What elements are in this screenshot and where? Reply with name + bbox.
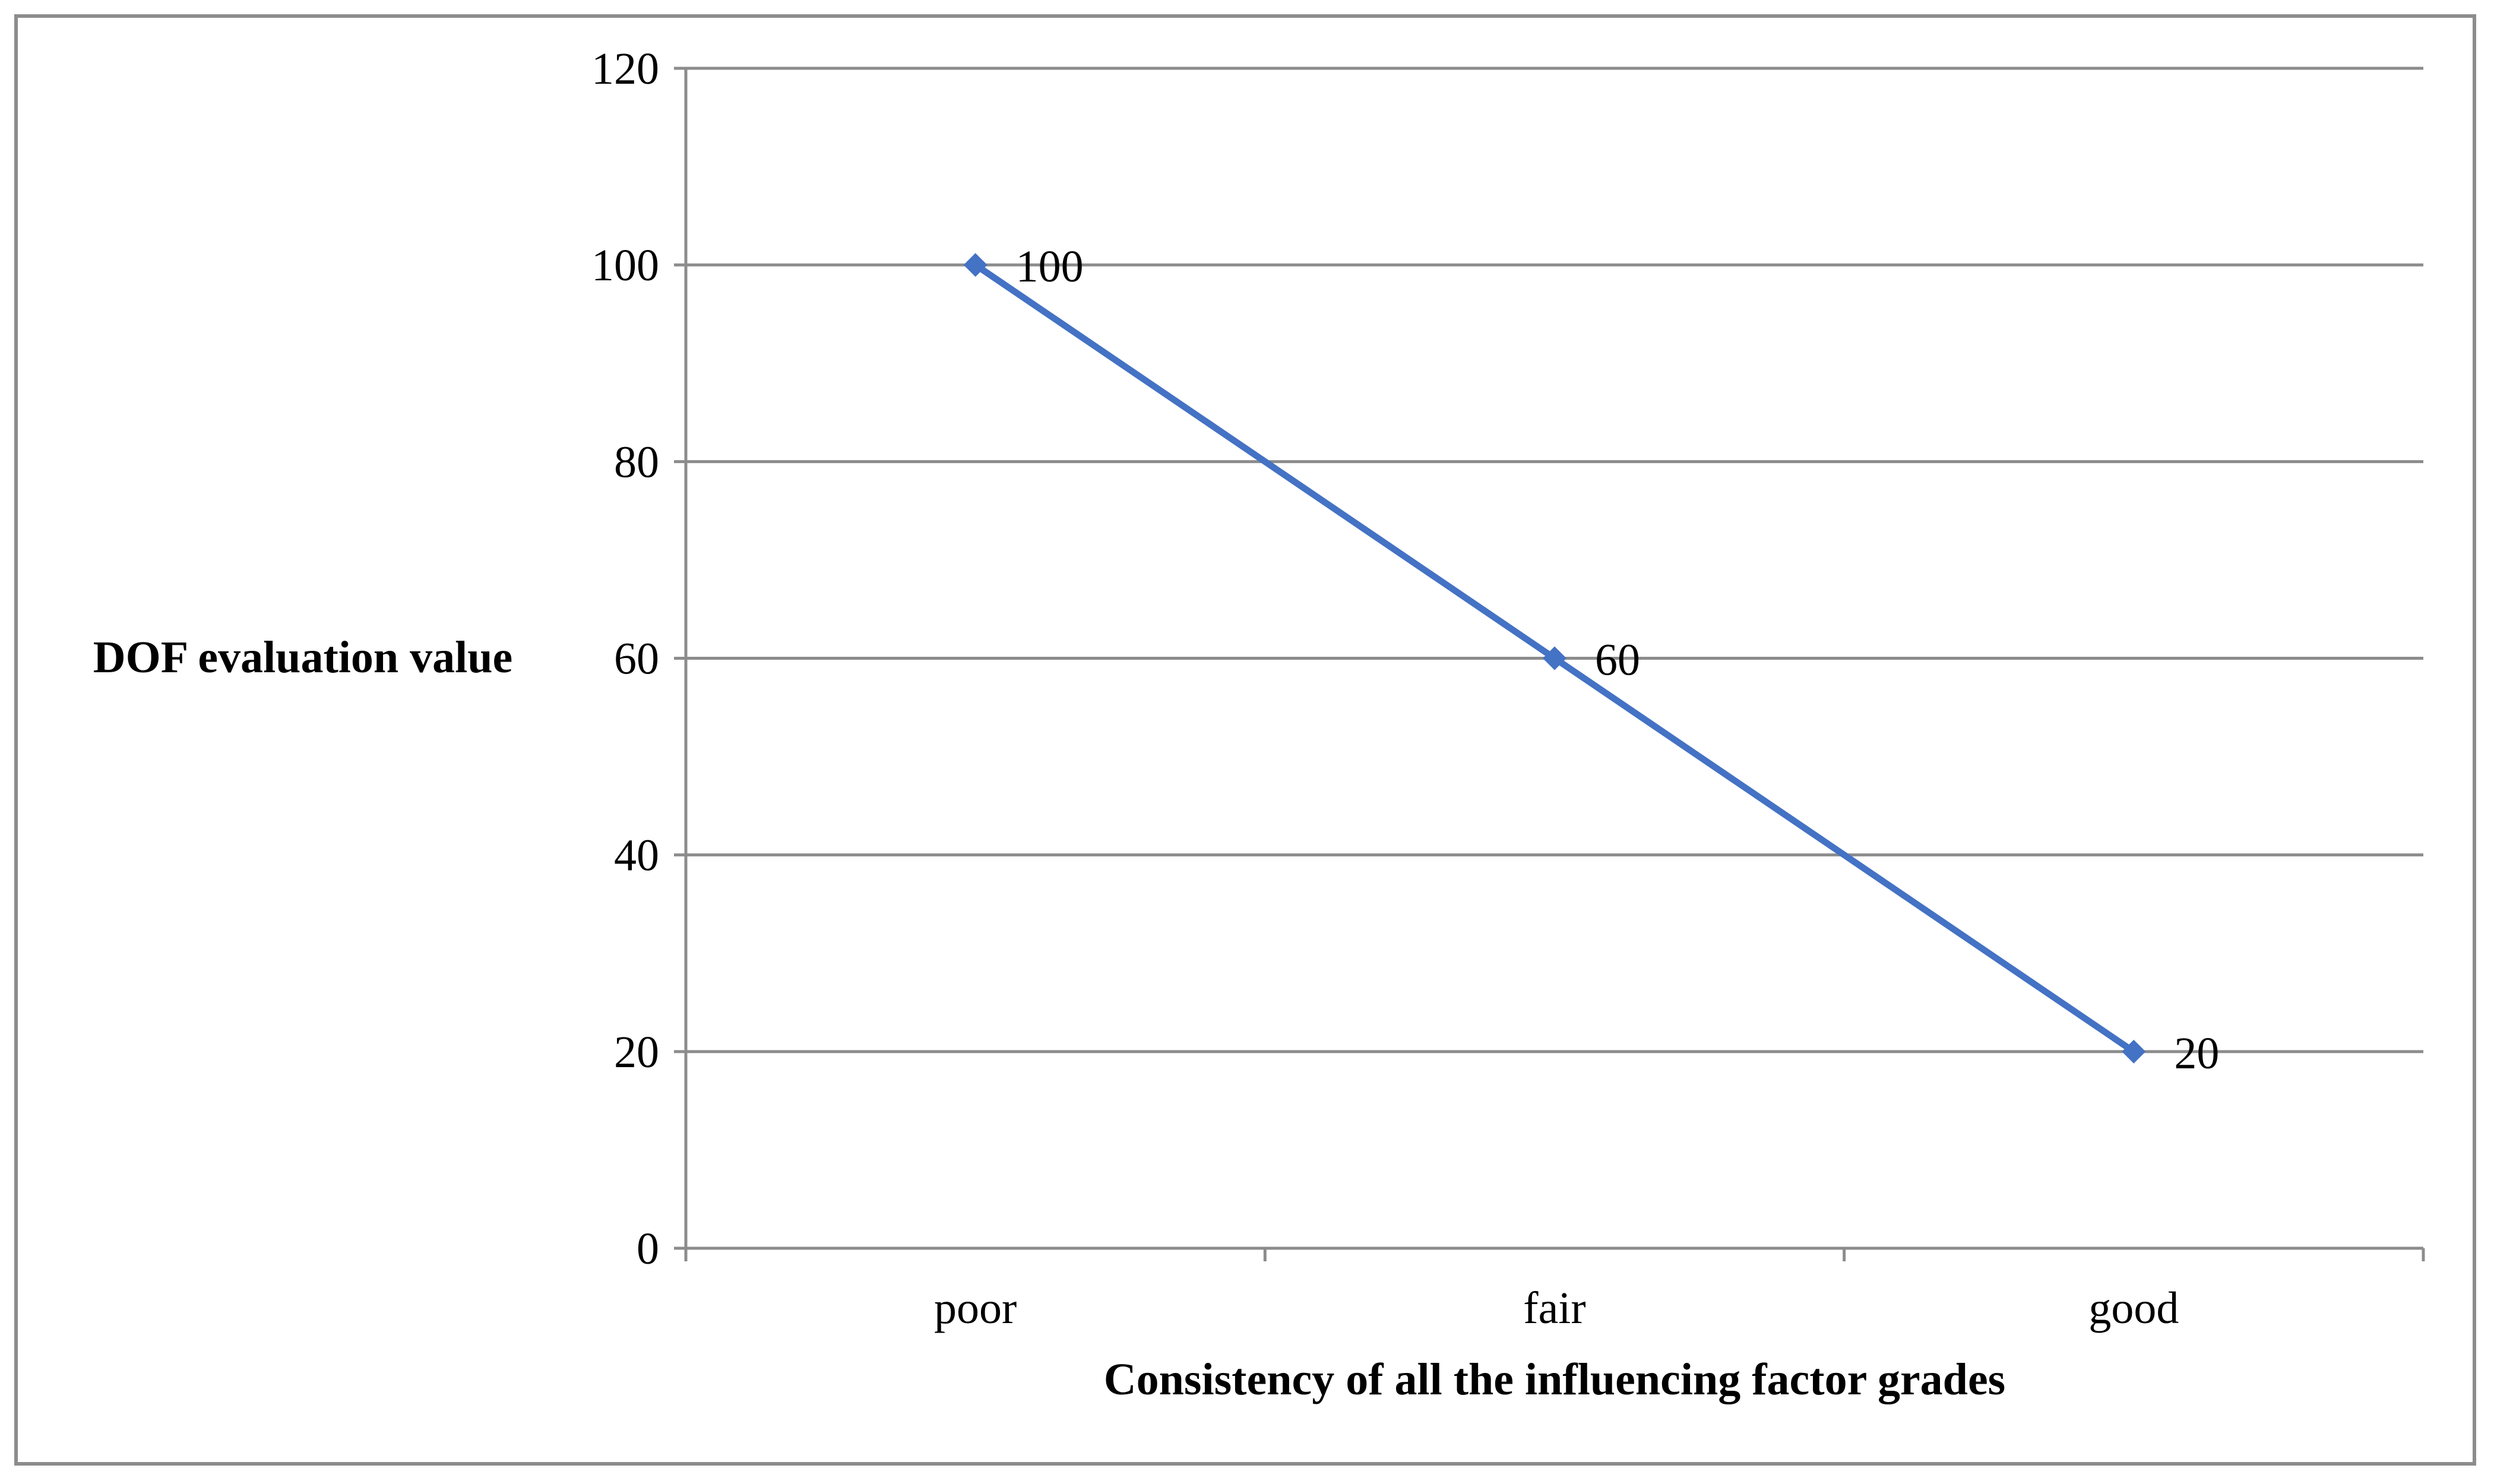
data-label: 60: [1595, 635, 1640, 685]
y-tick-label: 0: [637, 1224, 659, 1274]
y-tick-label: 20: [614, 1027, 659, 1077]
data-label: 20: [2174, 1029, 2219, 1078]
y-tick-label: 40: [614, 831, 659, 881]
data-label: 100: [1016, 242, 1084, 292]
data-point-marker: [1543, 646, 1566, 670]
data-point-marker: [2122, 1039, 2146, 1064]
y-tick-label: 80: [614, 437, 659, 487]
x-axis-label: Consistency of all the influencing facto…: [1104, 1355, 2006, 1404]
y-tick-label: 100: [591, 241, 659, 290]
y-tick-label: 60: [614, 634, 659, 684]
chart-border: [14, 14, 2476, 1466]
data-point-marker: [963, 253, 988, 277]
y-axis-label: DOF evaluation value: [93, 632, 513, 682]
x-tick-label: fair: [1523, 1283, 1585, 1333]
y-tick-label: 120: [591, 44, 659, 94]
x-tick-label: good: [2088, 1283, 2179, 1333]
x-tick-label: poor: [934, 1283, 1017, 1333]
